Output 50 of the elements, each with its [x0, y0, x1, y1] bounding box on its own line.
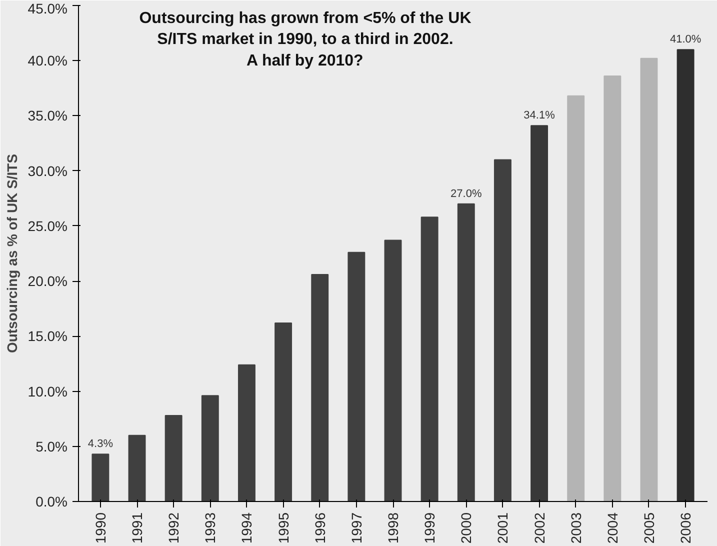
- bar: [604, 76, 622, 502]
- x-tick-label: 2003: [568, 512, 584, 544]
- x-tick-label: 1994: [238, 512, 255, 544]
- bar: [238, 364, 256, 502]
- data-label: 34.1%: [524, 110, 556, 122]
- x-tick-label: 1991: [129, 512, 146, 544]
- y-tick-label: 20.0%: [28, 273, 68, 290]
- bar: [420, 216, 438, 502]
- x-tick-label: 2002: [531, 512, 548, 544]
- y-tick-label: 5.0%: [36, 438, 68, 454]
- x-tick-label: 1992: [166, 512, 182, 544]
- y-axis-title: Outsourcing as % of UK S/ITS: [4, 154, 20, 354]
- x-tick-label: 1997: [348, 512, 364, 544]
- x-tick-label: 1990: [92, 512, 108, 544]
- bar: [676, 49, 694, 502]
- x-tick-label: 2005: [640, 512, 657, 544]
- x-tick-label: 2004: [604, 512, 620, 544]
- y-tick-label: 10.0%: [28, 383, 68, 400]
- data-label: 27.0%: [450, 188, 482, 200]
- y-tick-label: 45.0%: [28, 0, 68, 16]
- bar: [530, 125, 548, 502]
- y-tick-label: 35.0%: [28, 108, 68, 124]
- bar: [384, 240, 402, 502]
- bar: [567, 95, 585, 502]
- bar: [640, 58, 658, 502]
- y-tick-label: 25.0%: [28, 218, 68, 234]
- bar: [164, 415, 182, 502]
- bar: [92, 454, 110, 502]
- y-tick-label: 15.0%: [28, 328, 68, 344]
- bar: [494, 159, 512, 502]
- bar: [128, 434, 146, 502]
- x-tick-label: 1998: [385, 512, 401, 544]
- x-tick-label: 1996: [312, 512, 328, 544]
- bar: [274, 322, 292, 502]
- text: Outsourcing has grown from <5% of the UK S/ITS market in 1990, to a third in 2002. A half by 2010?: [139, 10, 472, 70]
- y-tick-label: 40.0%: [28, 52, 68, 69]
- x-tick-label: 1993: [202, 512, 218, 544]
- x-tick-label: 1995: [275, 512, 292, 544]
- x-tick-label: 2001: [494, 512, 511, 544]
- y-tick-label: 0.0%: [36, 494, 68, 510]
- x-tick-label: 1999: [422, 512, 438, 544]
- data-label: 41.0%: [670, 34, 702, 46]
- x-tick-label: 2006: [678, 512, 694, 544]
- bar: [201, 395, 219, 502]
- bar: [457, 203, 475, 502]
- data-label: 4.3%: [88, 438, 114, 450]
- bar: [348, 252, 366, 502]
- y-tick-label: 30.0%: [28, 162, 68, 179]
- x-tick-label: 2000: [458, 512, 474, 544]
- bar: [311, 274, 329, 502]
